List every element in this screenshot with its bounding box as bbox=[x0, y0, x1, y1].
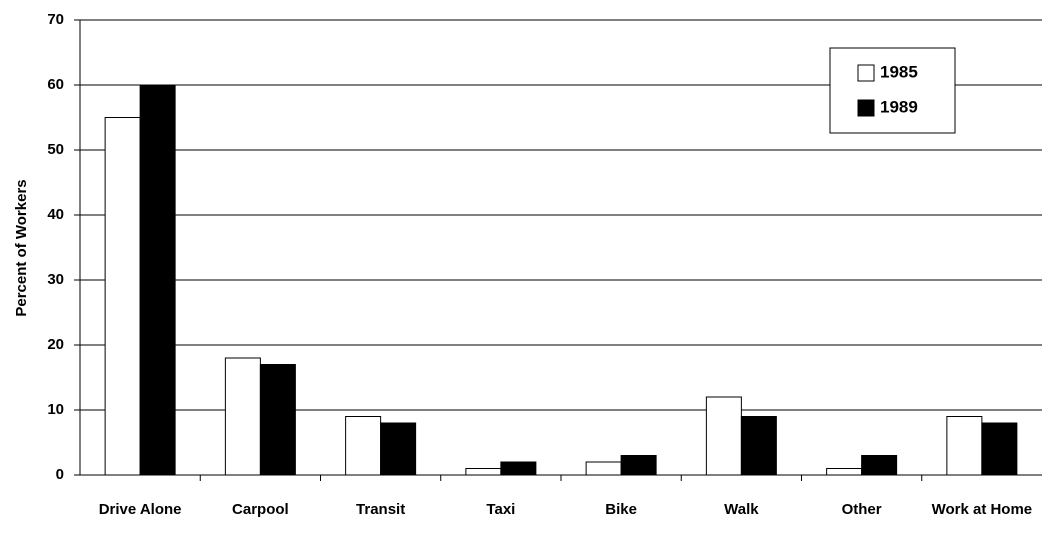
bar bbox=[585, 461, 622, 476]
bar bbox=[465, 468, 502, 476]
y-tick-label: 10 bbox=[47, 401, 64, 418]
bar bbox=[380, 422, 417, 476]
x-tick-label: Other bbox=[841, 501, 882, 518]
y-tick-label: 40 bbox=[47, 206, 64, 223]
legend-swatch bbox=[857, 99, 875, 117]
x-tick-label: Drive Alone bbox=[98, 501, 182, 518]
bar bbox=[981, 422, 1018, 476]
bar bbox=[224, 357, 261, 476]
x-tick-label: Transit bbox=[356, 501, 406, 518]
y-tick-label: 20 bbox=[47, 336, 64, 353]
x-tick-label: Work at Home bbox=[931, 501, 1033, 518]
bar bbox=[861, 455, 898, 476]
legend-label: 1985 bbox=[880, 62, 918, 81]
bar bbox=[620, 455, 657, 476]
y-axis-label: Percent of Workers bbox=[13, 179, 30, 316]
bar bbox=[139, 84, 176, 476]
bar bbox=[500, 461, 537, 476]
x-tick-label: Walk bbox=[724, 501, 759, 518]
bar bbox=[259, 364, 296, 476]
y-tick-label: 60 bbox=[47, 76, 64, 93]
y-tick-label: 70 bbox=[47, 11, 64, 28]
x-tick-label: Carpool bbox=[232, 501, 289, 518]
bar bbox=[946, 416, 983, 476]
bar bbox=[104, 117, 141, 476]
bar bbox=[826, 468, 863, 476]
bar bbox=[705, 396, 742, 476]
bar bbox=[345, 416, 382, 476]
legend-label: 1989 bbox=[880, 97, 918, 116]
y-tick-label: 30 bbox=[47, 271, 64, 288]
y-tick-label: 0 bbox=[56, 466, 64, 483]
bar bbox=[740, 416, 777, 476]
legend-box bbox=[829, 47, 956, 134]
y-tick-label: 50 bbox=[47, 141, 64, 158]
x-tick-label: Taxi bbox=[486, 501, 516, 518]
legend-swatch bbox=[857, 64, 875, 82]
x-tick-label: Bike bbox=[605, 501, 637, 518]
